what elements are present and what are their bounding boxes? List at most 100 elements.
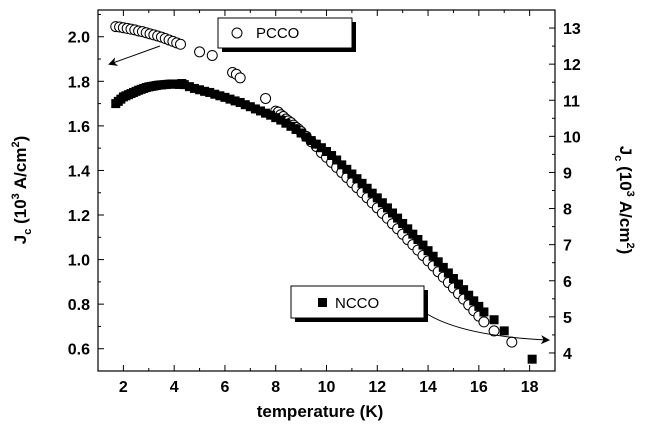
ncco-point xyxy=(454,279,464,289)
y-right-unit-post: ) xyxy=(616,249,635,255)
ncco-point xyxy=(281,118,291,128)
ncco-point xyxy=(210,89,220,99)
series-ncco xyxy=(111,79,537,364)
ncco-point xyxy=(499,326,509,336)
ncco-point xyxy=(245,102,255,112)
ncco-point xyxy=(220,92,230,102)
ncco-point xyxy=(347,169,357,179)
y-left-sub: c xyxy=(22,229,34,235)
ncco-point xyxy=(271,113,281,123)
pcco-point xyxy=(175,38,187,50)
ncco-point xyxy=(337,160,347,170)
y-right-tick-label: 12 xyxy=(563,57,581,74)
y-right-tick-label: 5 xyxy=(563,310,572,327)
legend-pcco: PCCO xyxy=(217,17,356,52)
legend-ncco-box xyxy=(290,285,425,319)
ncco-point xyxy=(413,235,423,245)
x-tick-label: 14 xyxy=(419,379,437,396)
ncco-point xyxy=(322,147,331,157)
ncco-point xyxy=(367,188,377,198)
legend-ncco-marker xyxy=(318,298,327,307)
y-left-tick-label: 1.2 xyxy=(68,208,90,225)
pcco-arrow xyxy=(108,45,161,66)
y-left-tick-label: 0.8 xyxy=(68,297,90,314)
y-right-unit-pre: (10 xyxy=(616,166,635,191)
ncco-point xyxy=(423,246,433,256)
ncco-point xyxy=(433,257,443,267)
ncco-point xyxy=(230,96,240,106)
ncco-point xyxy=(316,143,326,153)
ncco-point xyxy=(311,139,321,149)
ncco-point xyxy=(398,218,408,228)
ncco-point xyxy=(306,136,316,146)
x-tick-label: 8 xyxy=(271,379,280,396)
ncco-point xyxy=(408,229,418,239)
ncco-point xyxy=(296,128,306,138)
ncco-point xyxy=(438,262,448,272)
y-right-tick-label: 10 xyxy=(563,129,581,146)
ncco-point xyxy=(276,115,286,125)
ncco-point xyxy=(235,97,245,107)
ncco-arrow xyxy=(423,311,550,345)
pcco-point xyxy=(260,92,272,104)
ncco-point xyxy=(342,164,352,174)
y-left-tick-label: 1.6 xyxy=(68,119,90,136)
ncco-point xyxy=(479,307,489,317)
y-left-tick-label: 1.8 xyxy=(68,74,90,91)
ncco-point xyxy=(443,268,453,278)
ncco-point xyxy=(215,91,225,101)
ncco-point xyxy=(184,82,194,92)
tick-marks xyxy=(97,10,556,371)
ncco-point xyxy=(332,155,342,165)
ncco-point xyxy=(357,178,367,188)
x-tick-label: 4 xyxy=(170,379,179,396)
ncco-point xyxy=(469,296,479,306)
ncco-point xyxy=(225,94,235,104)
svg-text:Jc (103 A/cm2): Jc (103 A/cm2) xyxy=(10,136,34,245)
pcco-point xyxy=(206,49,218,61)
pcco-point xyxy=(234,72,246,84)
legend-pcco-marker xyxy=(231,27,243,39)
y-right-tick-label: 9 xyxy=(563,165,572,182)
svg-text:Jc (103 A/cm2): Jc (103 A/cm2) xyxy=(612,146,636,255)
ncco-point xyxy=(240,100,250,110)
x-tick-label: 12 xyxy=(368,379,386,396)
ncco-point xyxy=(489,315,499,325)
ncco-point xyxy=(459,285,469,295)
pcco-point xyxy=(194,46,206,58)
y-left-main: J xyxy=(11,235,30,244)
y-left-tick-label: 0.6 xyxy=(68,342,90,359)
ncco-point xyxy=(388,208,398,218)
tick-labels: 2 4 6 8 10 12 14 16 18 0.6 0.8 1.0 1.2 1.4 1.6 1.8 2.0 4 5… xyxy=(68,21,581,396)
y-left-unit-post: ) xyxy=(11,136,30,142)
pcco-point xyxy=(488,325,500,337)
y-right-unit-exp2: 2 xyxy=(624,242,636,248)
ncco-point xyxy=(179,80,189,90)
y-right-tick-label: 13 xyxy=(563,21,581,38)
ncco-point xyxy=(286,121,296,131)
ncco-point xyxy=(352,174,362,184)
ncco-point xyxy=(393,213,403,223)
ncco-point xyxy=(403,224,413,234)
pcco-point xyxy=(506,336,518,348)
ncco-point xyxy=(527,354,537,364)
ncco-point xyxy=(205,87,215,97)
y-left-unit-mid: A/cm xyxy=(11,148,30,194)
y-left-unit-exp2: 2 xyxy=(10,141,22,147)
y-right-unit-mid: A/cm xyxy=(616,197,635,243)
ncco-point xyxy=(327,151,337,161)
x-tick-label: 2 xyxy=(119,379,128,396)
y-left-unit-exp: 3 xyxy=(10,193,22,199)
ncco-point xyxy=(382,203,392,213)
legend-pcco-label: PCCO xyxy=(256,25,299,42)
x-tick-label: 10 xyxy=(318,379,336,396)
y-right-tick-label: 11 xyxy=(563,93,580,110)
y-right-tick-label: 8 xyxy=(563,202,572,219)
y-axis-title-right: Jc (103 A/cm2) xyxy=(612,146,636,255)
y-axis-title-left: Jc (103 A/cm2) xyxy=(10,136,34,245)
ncco-point xyxy=(428,251,438,261)
x-tick-label: 6 xyxy=(220,379,229,396)
y-left-tick-label: 2.0 xyxy=(68,30,90,47)
x-tick-label: 16 xyxy=(470,379,488,396)
